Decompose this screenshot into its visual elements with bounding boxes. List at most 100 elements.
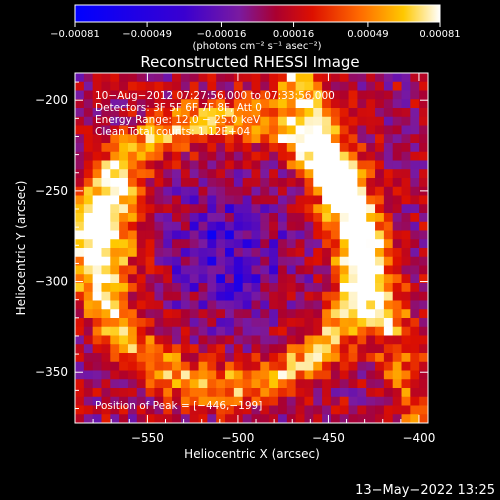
heatmap-cell — [242, 248, 252, 258]
heatmap-cell — [92, 143, 102, 153]
heatmap-cell — [233, 125, 244, 135]
heatmap-cell — [242, 405, 252, 415]
heatmap-cell — [251, 396, 261, 406]
heatmap-cell — [145, 116, 155, 126]
heatmap-cell — [154, 230, 164, 240]
heatmap-cell — [180, 81, 191, 91]
heatmap-cell — [375, 116, 385, 126]
heatmap-cell — [242, 221, 252, 231]
heatmap-cell — [127, 134, 138, 144]
heatmap-cell — [127, 143, 138, 153]
heatmap-cell — [295, 239, 305, 249]
heatmap-cell — [225, 134, 235, 144]
heatmap-cell — [277, 169, 288, 179]
heatmap-cell — [216, 265, 226, 275]
heatmap-cell — [330, 90, 341, 100]
heatmap-cell — [198, 221, 208, 231]
heatmap-cell — [375, 353, 385, 363]
heatmap-cell — [198, 318, 208, 328]
heatmap-cell — [189, 256, 200, 266]
heatmap-cell — [216, 221, 226, 231]
heatmap-cell — [330, 326, 341, 336]
heatmap-cell — [233, 256, 244, 266]
heatmap-cell — [242, 300, 252, 310]
heatmap-cell — [110, 108, 120, 118]
heatmap-cell — [304, 213, 314, 223]
colorbar-tick-label: −0.00016 — [197, 29, 247, 40]
heatmap-cell — [207, 143, 217, 153]
heatmap-cell — [110, 405, 120, 415]
heatmap-cell — [92, 90, 102, 100]
heatmap-cell — [207, 178, 217, 188]
heatmap-cell — [286, 230, 297, 240]
heatmap-cell — [145, 265, 155, 275]
heatmap-cell — [251, 186, 261, 196]
heatmap-cell — [339, 353, 350, 363]
heatmap-cell — [163, 239, 173, 249]
heatmap-cell — [330, 379, 341, 389]
heatmap-cell — [251, 230, 261, 240]
heatmap-cell — [392, 151, 403, 161]
heatmap-cell — [295, 73, 305, 83]
heatmap-cell — [260, 143, 270, 153]
heatmap-cell — [225, 81, 235, 91]
heatmap-cell — [127, 291, 138, 301]
heatmap-cell — [383, 335, 394, 345]
heatmap-cell — [251, 213, 261, 223]
heatmap-cell — [269, 326, 279, 336]
heatmap-cell — [92, 361, 102, 371]
heatmap-cell — [119, 81, 129, 91]
heatmap-cell — [127, 81, 138, 91]
heatmap-cell — [410, 396, 420, 406]
heatmap-cell — [127, 300, 138, 310]
heatmap-cell — [110, 274, 120, 284]
heatmap-cell — [136, 116, 147, 126]
heatmap-cell — [295, 195, 305, 205]
heatmap-cell — [110, 151, 120, 161]
heatmap-cell — [410, 388, 420, 398]
heatmap-cell — [83, 291, 94, 301]
heatmap-cell — [127, 344, 138, 354]
heatmap-cell — [313, 361, 323, 371]
heatmap-cell — [163, 143, 173, 153]
heatmap-cell — [383, 248, 394, 258]
heatmap-cell — [119, 291, 129, 301]
heatmap-cell — [189, 309, 200, 319]
heatmap-cell — [75, 239, 85, 249]
heatmap-cell — [225, 169, 235, 179]
heatmap-cell — [101, 143, 111, 153]
heatmap-cell — [242, 134, 252, 144]
heatmap-cell — [154, 108, 164, 118]
heatmap-cell — [330, 81, 341, 91]
heatmap-cell — [260, 213, 270, 223]
heatmap-cell — [330, 195, 341, 205]
heatmap-cell — [286, 388, 297, 398]
heatmap-cell — [410, 169, 420, 179]
heatmap-cell — [180, 256, 191, 266]
heatmap-cell — [172, 326, 182, 336]
heatmap-cell — [401, 300, 411, 310]
heatmap-cell — [75, 160, 85, 170]
heatmap-cell — [225, 125, 235, 135]
heatmap-cell — [207, 256, 217, 266]
heatmap-cell — [251, 108, 261, 118]
heatmap-cell — [330, 405, 341, 415]
heatmap-cell — [375, 108, 385, 118]
heatmap-cell — [277, 300, 288, 310]
heatmap-cell — [136, 256, 147, 266]
heatmap-cell — [154, 248, 164, 258]
heatmap-cell — [322, 213, 332, 223]
heatmap-cell — [233, 116, 244, 126]
heatmap-cell — [410, 283, 420, 293]
heatmap-cell — [180, 326, 191, 336]
heatmap-cell — [189, 248, 200, 258]
heatmap-cell — [75, 99, 85, 109]
heatmap-cell — [313, 274, 323, 284]
heatmap-cell — [260, 414, 270, 424]
heatmap-cell — [198, 143, 208, 153]
heatmap-cell — [163, 81, 173, 91]
heatmap-cell — [269, 125, 279, 135]
heatmap-cell — [145, 213, 155, 223]
heatmap-cell — [189, 204, 200, 214]
heatmap-cell — [110, 116, 120, 126]
